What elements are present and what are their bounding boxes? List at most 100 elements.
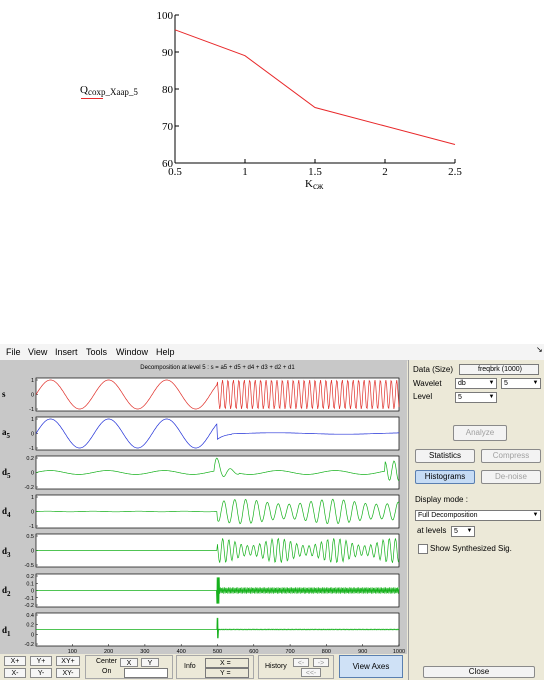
y-tick-label: -1 [29, 407, 34, 413]
history-first-button[interactable]: <<- [301, 668, 321, 677]
menu-insert[interactable]: Insert [55, 347, 78, 357]
wavelet-order-select[interactable]: 5 ▼ [501, 378, 541, 389]
history-forward-button[interactable]: -> [313, 658, 329, 667]
y-tick-label: 0 [31, 471, 34, 477]
y-tick-label: 1 [31, 417, 34, 423]
show-synthesized-checkbox[interactable] [418, 544, 428, 554]
x-tick-label: 2.5 [448, 166, 462, 178]
row-label-d2: d2 [2, 585, 11, 598]
x-tick-label: 700 [286, 649, 295, 654]
chevron-down-icon: ▼ [488, 394, 495, 400]
chevron-down-icon: ▼ [488, 380, 495, 386]
level-label: Level [413, 392, 433, 401]
menu-tools[interactable]: Tools [86, 347, 108, 357]
y-tick-label: 0 [31, 549, 34, 555]
axes-box [35, 416, 400, 451]
chevron-down-icon: ▼ [532, 380, 539, 386]
y-tick-label: -1 [29, 524, 34, 530]
menu-bar: File View Insert Tools Window Help ↘ [0, 344, 544, 361]
wavelet-family-select[interactable]: db ▼ [455, 378, 497, 389]
center-on-field[interactable] [124, 668, 168, 678]
history-group: History <- -> <<- [258, 655, 334, 679]
center-label: Center [96, 658, 118, 665]
y-tick-label: -1 [29, 446, 34, 452]
bottom-toolbar: X+ Y+ XY+ X- Y- XY- Center On X Y Info X… [0, 654, 407, 680]
history-label: History [265, 663, 287, 670]
wavelet-label: Wavelet [413, 379, 442, 388]
center-group: Center On X Y [85, 655, 173, 679]
series-line [174, 29, 456, 145]
y-tick-label: 80 [162, 84, 174, 96]
history-back-button[interactable]: <- [293, 658, 309, 667]
signal-trace [35, 457, 400, 481]
x-tick-label: 200 [104, 649, 113, 654]
denoise-button[interactable]: De-noise [481, 470, 541, 484]
y-tick-label: 0 [31, 589, 34, 595]
signal-trace [35, 418, 399, 449]
x-tick-label: 100 [68, 649, 77, 654]
statistics-button[interactable]: Statistics [415, 449, 475, 463]
display-mode-label: Display mode : [415, 495, 468, 504]
info-y-readout: Y = [205, 668, 249, 678]
top-chart-xlabel: Kcж [305, 178, 324, 191]
info-label: Info [184, 663, 196, 670]
x-tick-label: 900 [358, 649, 367, 654]
zoom-y-plus-button[interactable]: Y+ [30, 656, 52, 666]
analyze-button[interactable]: Analyze [453, 425, 507, 441]
y-tick-label: 0.2 [26, 574, 34, 580]
x-tick-label: 400 [177, 649, 186, 654]
at-levels-label: at levels [417, 526, 447, 535]
show-synthesized-label: Show Synthesized Sig. [430, 544, 512, 553]
axes-box [35, 455, 400, 490]
decomposition-plot-panel: Decomposition at level 5 : s = a5 + d5 +… [0, 360, 407, 655]
row-label-s: s [2, 389, 6, 399]
info-x-readout: X = [205, 658, 249, 668]
y-tick-label: 60 [162, 158, 174, 170]
x-tick-label: 0.5 [168, 166, 182, 178]
menu-window[interactable]: Window [116, 347, 149, 357]
y-tick-label: -0.5 [25, 563, 34, 569]
zoom-x-plus-button[interactable]: X+ [4, 656, 26, 666]
dock-arrow-icon[interactable]: ↘ [536, 345, 543, 354]
y-tick-label: -0.2 [25, 485, 34, 491]
menu-help[interactable]: Help [156, 347, 175, 357]
plots-title: Decomposition at level 5 : s = a5 + d5 +… [140, 365, 295, 371]
control-panel: Data (Size) freqbrk (1000) Wavelet db ▼ 5… [408, 360, 544, 680]
chevron-down-icon: ▼ [466, 528, 473, 534]
chevron-down-icon: ▼ [532, 512, 539, 518]
menu-view[interactable]: View [28, 347, 48, 357]
wavelet-window: File View Insert Tools Window Help ↘ Dec… [0, 344, 544, 680]
y-tick-label: 0.1 [26, 581, 34, 587]
row-label-d4: d4 [2, 506, 11, 519]
center-x-button[interactable]: X [120, 658, 138, 667]
zoom-xy-plus-button[interactable]: XY+ [56, 656, 80, 666]
x-tick-label: 600 [249, 649, 258, 654]
signal-trace [35, 379, 400, 410]
center-y-button[interactable]: Y [141, 658, 159, 667]
y-tick-label: 70 [162, 121, 174, 133]
y-tick-label: 0.2 [26, 623, 34, 629]
y-tick-label: 0.5 [26, 534, 34, 540]
menu-file[interactable]: File [6, 347, 21, 357]
at-levels-select[interactable]: 5 ▼ [451, 526, 475, 537]
y-tick-label: 0 [31, 393, 34, 399]
compress-button[interactable]: Compress [481, 449, 541, 463]
y-tick-label: 1 [31, 495, 34, 501]
top-chart-ylabel: Qcoxp_Xaap_5 [80, 84, 138, 97]
y-tick-label: 100 [157, 10, 174, 22]
histograms-button[interactable]: Histograms [415, 470, 475, 484]
decomposition-plots: Decomposition at level 5 : s = a5 + d5 +… [25, 365, 406, 655]
level-select[interactable]: 5 ▼ [455, 392, 497, 403]
x-tick-label: 800 [322, 649, 331, 654]
close-button[interactable]: Close [423, 666, 535, 678]
x-tick-label: 1000 [393, 649, 405, 654]
zoom-y-minus-button[interactable]: Y- [30, 668, 52, 678]
view-axes-button[interactable]: View Axes [339, 655, 403, 678]
display-mode-select[interactable]: Full Decomposition ▼ [415, 510, 541, 521]
signal-trace [36, 577, 400, 604]
row-label-d1: d1 [2, 625, 11, 638]
zoom-xy-minus-button[interactable]: XY- [56, 668, 80, 678]
top-chart-svg: 60 70 80 90 100 0.5 1 1.5 2 2.5 [157, 10, 463, 178]
row-label-d3: d3 [2, 546, 11, 559]
zoom-x-minus-button[interactable]: X- [4, 668, 26, 678]
